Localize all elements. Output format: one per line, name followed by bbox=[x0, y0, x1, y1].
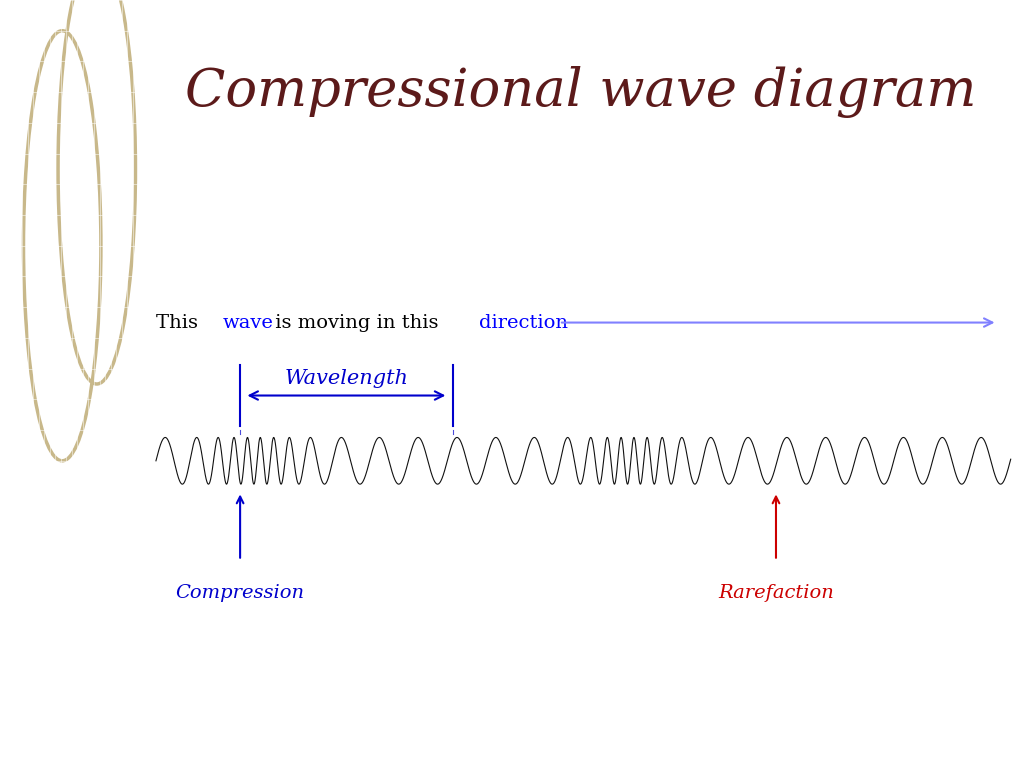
Text: Rarefaction: Rarefaction bbox=[718, 584, 834, 601]
Text: Compression: Compression bbox=[175, 584, 304, 601]
Text: direction: direction bbox=[479, 313, 568, 332]
Text: This: This bbox=[156, 313, 204, 332]
Text: is moving in this: is moving in this bbox=[269, 313, 445, 332]
Text: Compressional wave diagram: Compressional wave diagram bbox=[185, 66, 977, 118]
Text: wave: wave bbox=[222, 313, 273, 332]
Text: Wavelength: Wavelength bbox=[285, 369, 409, 388]
